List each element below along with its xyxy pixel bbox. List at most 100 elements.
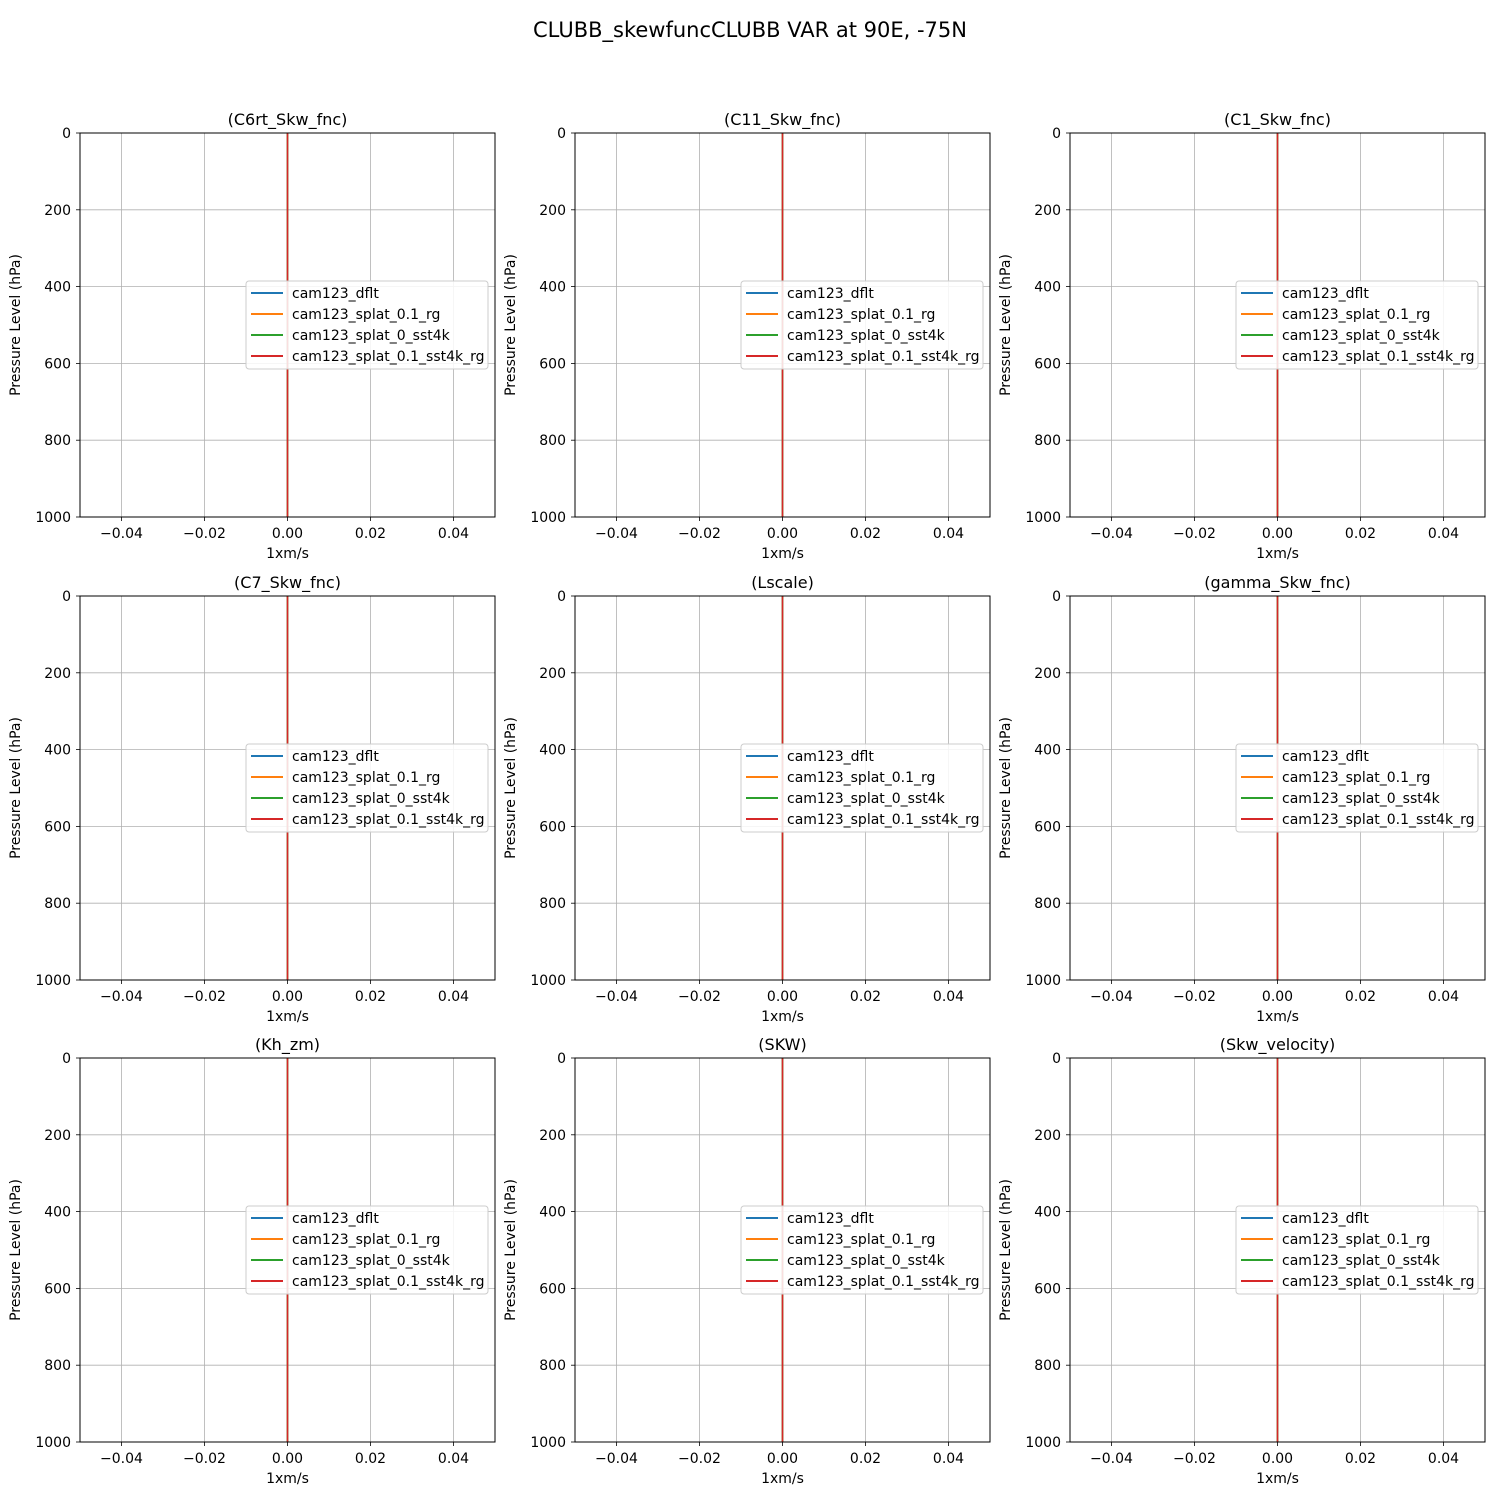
- legend: cam123_dflt cam123_splat_0.1_rg cam123_spl…: [1235, 1205, 1479, 1295]
- legend-label: cam123_splat_0.1_sst4k_rg: [1282, 812, 1475, 828]
- y-axis-label: Pressure Level (hPa): [998, 1179, 1014, 1321]
- y-tick-label: 400: [1034, 743, 1061, 759]
- x-tick-label: 0.02: [1345, 989, 1376, 1005]
- x-tick-label: −0.02: [678, 1451, 721, 1467]
- x-tick-label: 0.04: [1428, 1451, 1459, 1467]
- x-tick-label: −0.02: [183, 1451, 226, 1467]
- y-tick-label: 200: [539, 1128, 566, 1144]
- legend-label: cam123_splat_0.1_sst4k_rg: [292, 1274, 485, 1290]
- subplot-title: (C7_Skw_fnc): [234, 573, 341, 593]
- y-tick-label: 1000: [530, 510, 566, 526]
- legend-label: cam123_dflt: [787, 1211, 874, 1227]
- subplot-title: (Lscale): [751, 573, 814, 592]
- legend: cam123_dflt cam123_splat_0.1_rg cam123_spl…: [740, 1205, 984, 1295]
- y-tick-label: 1000: [35, 1435, 71, 1451]
- legend-label: cam123_splat_0_sst4k: [787, 328, 946, 344]
- figure-suptitle: CLUBB_skewfuncCLUBB VAR at 90E, -75N: [533, 18, 967, 43]
- y-tick-label: 0: [1052, 589, 1061, 605]
- x-tick-label: 0.04: [1428, 526, 1459, 542]
- legend-label: cam123_splat_0.1_rg: [1282, 307, 1430, 323]
- y-tick-label: 400: [539, 280, 566, 296]
- y-tick-label: 1000: [35, 973, 71, 989]
- y-tick-label: 200: [539, 203, 566, 219]
- y-tick-label: 600: [44, 819, 71, 835]
- x-tick-label: 0.02: [850, 526, 881, 542]
- y-tick-label: 400: [1034, 280, 1061, 296]
- subplot-title: (C1_Skw_fnc): [1224, 110, 1331, 130]
- subplot-5: −0.04 −0.02 0.00 0.02 0.04 0 200 400 600 800 1000 (…: [503, 573, 991, 1025]
- legend-label: cam123_splat_0.1_sst4k_rg: [787, 1274, 980, 1290]
- x-tick-label: −0.04: [1090, 526, 1133, 542]
- y-tick-label: 0: [557, 1051, 566, 1067]
- legend: cam123_dflt cam123_splat_0.1_rg cam123_spl…: [245, 1205, 489, 1295]
- y-tick-label: 600: [1034, 819, 1061, 835]
- x-tick-label: 0.04: [933, 1451, 964, 1467]
- legend-label: cam123_dflt: [787, 286, 874, 302]
- y-tick-label: 400: [539, 743, 566, 759]
- legend-label: cam123_splat_0.1_sst4k_rg: [1282, 349, 1475, 365]
- x-tick-label: 0.00: [272, 526, 303, 542]
- y-tick-label: 600: [1034, 356, 1061, 372]
- legend-label: cam123_splat_0.1_rg: [292, 1232, 440, 1248]
- x-tick-label: 0.02: [355, 1451, 386, 1467]
- y-tick-label: 600: [44, 1281, 71, 1297]
- legend-label: cam123_splat_0.1_sst4k_rg: [1282, 1274, 1475, 1290]
- legend-label: cam123_dflt: [1282, 286, 1369, 302]
- y-tick-label: 200: [1034, 1128, 1061, 1144]
- legend-label: cam123_splat_0.1_rg: [292, 770, 440, 786]
- x-tick-label: −0.04: [595, 526, 638, 542]
- y-tick-label: 200: [539, 666, 566, 682]
- x-axis-label: 1xm/s: [1256, 1009, 1299, 1025]
- x-tick-label: −0.02: [183, 989, 226, 1005]
- x-tick-label: −0.02: [1173, 1451, 1216, 1467]
- y-axis-label: Pressure Level (hPa): [8, 1179, 24, 1321]
- legend-label: cam123_splat_0.1_rg: [1282, 770, 1430, 786]
- x-tick-label: −0.04: [1090, 989, 1133, 1005]
- y-tick-label: 800: [1034, 433, 1061, 449]
- legend-label: cam123_splat_0.1_rg: [292, 307, 440, 323]
- y-axis-label: Pressure Level (hPa): [503, 1179, 519, 1321]
- x-axis-label: 1xm/s: [266, 1471, 309, 1487]
- y-tick-label: 0: [557, 589, 566, 605]
- subplot-title: (C11_Skw_fnc): [724, 110, 841, 130]
- y-tick-label: 0: [1052, 126, 1061, 142]
- legend-box: [245, 743, 489, 833]
- y-tick-label: 1000: [530, 1435, 566, 1451]
- legend-label: cam123_splat_0.1_sst4k_rg: [787, 349, 980, 365]
- y-tick-label: 200: [44, 666, 71, 682]
- legend-label: cam123_splat_0.1_sst4k_rg: [292, 349, 485, 365]
- legend: cam123_dflt cam123_splat_0.1_rg cam123_spl…: [740, 743, 984, 833]
- legend-label: cam123_splat_0_sst4k: [292, 791, 451, 807]
- subplot-title: (gamma_Skw_fnc): [1204, 573, 1351, 593]
- y-tick-label: 400: [44, 280, 71, 296]
- x-tick-label: 0.00: [272, 989, 303, 1005]
- y-tick-label: 0: [62, 126, 71, 142]
- y-tick-label: 600: [539, 356, 566, 372]
- x-tick-label: 0.00: [272, 1451, 303, 1467]
- y-tick-label: 800: [539, 1358, 566, 1374]
- legend-label: cam123_dflt: [1282, 749, 1369, 765]
- y-tick-label: 800: [44, 896, 71, 912]
- subplot-1: −0.04 −0.02 0.00 0.02 0.04 0 200 400 600 800 1000 (…: [8, 110, 496, 562]
- x-tick-label: −0.04: [100, 526, 143, 542]
- x-tick-label: 0.04: [438, 989, 469, 1005]
- legend-box: [1235, 280, 1479, 370]
- y-tick-label: 0: [62, 1051, 71, 1067]
- x-tick-label: 0.04: [933, 989, 964, 1005]
- subplot-8: −0.04 −0.02 0.00 0.02 0.04 0 200 400 600 800 1000 (…: [503, 1035, 991, 1487]
- legend: cam123_dflt cam123_splat_0.1_rg cam123_spl…: [1235, 743, 1479, 833]
- subplot-title: (Skw_velocity): [1220, 1035, 1336, 1055]
- subplot-7: −0.04 −0.02 0.00 0.02 0.04 0 200 400 600 800 1000 (…: [8, 1035, 496, 1487]
- x-tick-label: 0.00: [767, 989, 798, 1005]
- y-tick-label: 800: [539, 433, 566, 449]
- legend-box: [245, 280, 489, 370]
- y-tick-label: 600: [539, 819, 566, 835]
- x-tick-label: −0.02: [1173, 989, 1216, 1005]
- y-tick-label: 200: [44, 203, 71, 219]
- y-tick-label: 1000: [1025, 510, 1061, 526]
- y-axis-label: Pressure Level (hPa): [998, 254, 1014, 396]
- x-tick-label: 0.02: [1345, 526, 1376, 542]
- legend-label: cam123_splat_0_sst4k: [292, 1253, 451, 1269]
- subplot-3: −0.04 −0.02 0.00 0.02 0.04 0 200 400 600 800 1000 (…: [998, 110, 1486, 562]
